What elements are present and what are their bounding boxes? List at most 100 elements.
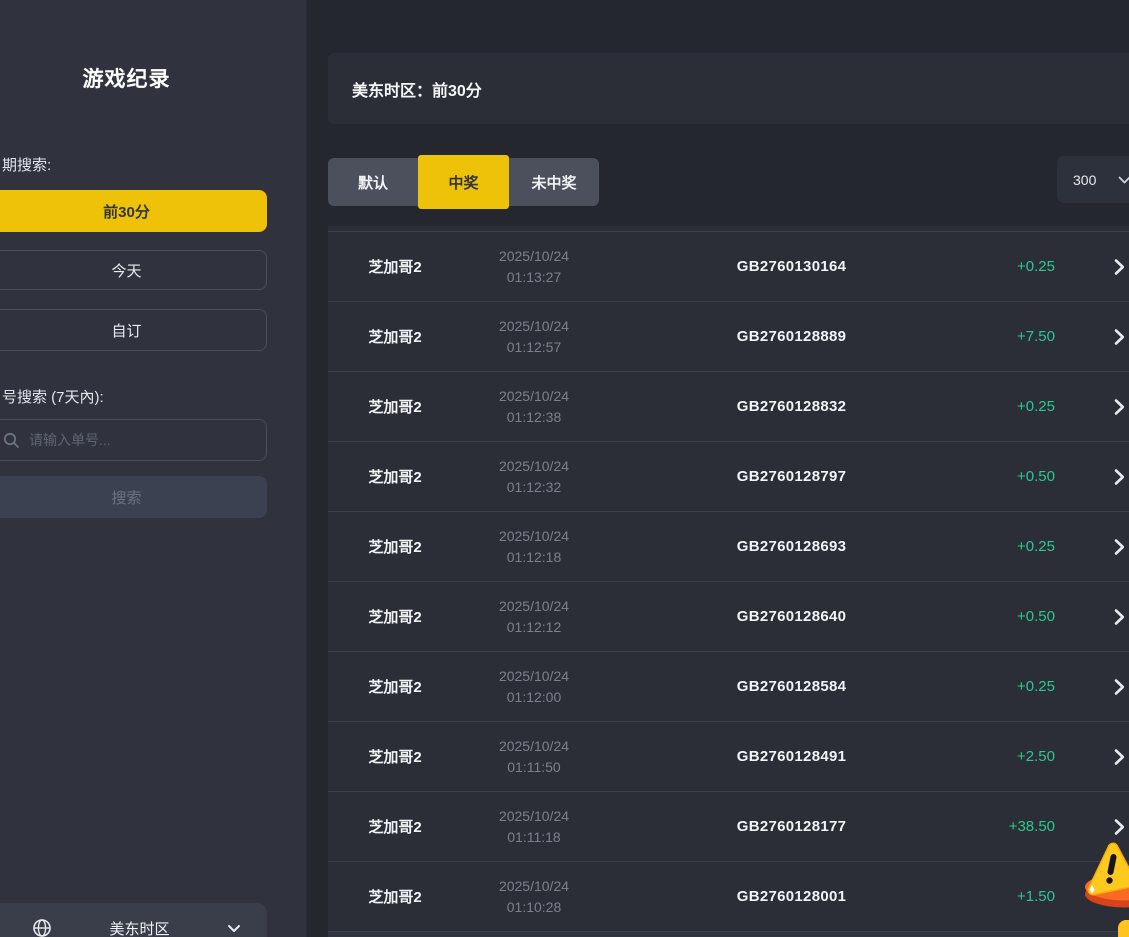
record-order-number: GB2760128177 xyxy=(736,818,847,835)
record-date: 2025/10/24 xyxy=(498,807,570,824)
record-row[interactable]: 芝加哥2 2025/10/24 01:12:38 GB2760128832 +0… xyxy=(328,371,1129,441)
record-datetime: 2025/10/24 01:12:12 xyxy=(462,596,606,638)
search-icon xyxy=(3,432,19,448)
record-row[interactable]: 芝加哥2 2025/10/24 01:13:27 GB2760130164 +0… xyxy=(328,231,1129,301)
record-datetime: 2025/10/24 01:10:28 xyxy=(462,876,606,918)
quick-range-last30min-button[interactable]: 前30分 xyxy=(0,190,267,232)
record-order-number: GB2760128491 xyxy=(736,748,847,765)
record-row[interactable]: 芝加哥2 2025/10/24 01:12:18 GB2760128693 +0… xyxy=(328,511,1129,581)
timezone-selector[interactable]: 美东时区 xyxy=(0,903,267,937)
chevron-right-icon xyxy=(1114,468,1125,485)
record-row[interactable]: 芝加哥2 2025/10/24 01:12:12 GB2760128640 +0… xyxy=(328,581,1129,651)
record-amount: +38.50 xyxy=(1008,818,1055,835)
record-order-number: GB2760128640 xyxy=(736,608,847,625)
record-row[interactable]: 芝加哥2 2025/10/24 01:11:18 GB2760128177 +3… xyxy=(328,791,1129,861)
record-amount: +0.25 xyxy=(1017,258,1055,275)
record-amount: +7.50 xyxy=(1017,328,1055,345)
page-title: 游戏纪录 xyxy=(82,68,171,91)
record-amount: +0.50 xyxy=(1017,608,1055,625)
record-game-name: 芝加哥2 xyxy=(368,469,422,486)
record-game-name: 芝加哥2 xyxy=(368,749,422,766)
chevron-right-icon xyxy=(1114,328,1125,345)
records-list: 芝加哥2 2025/10/24 01:13:27 GB2760130164 +0… xyxy=(328,231,1129,931)
record-expand xyxy=(1091,258,1129,276)
partial-row-top xyxy=(328,226,1129,231)
chevron-right-icon xyxy=(1114,538,1125,555)
record-row[interactable]: 芝加哥2 2025/10/24 01:12:57 GB2760128889 +7… xyxy=(328,301,1129,371)
record-date: 2025/10/24 xyxy=(498,667,570,684)
record-date: 2025/10/24 xyxy=(498,457,570,474)
record-game-name: 芝加哥2 xyxy=(368,679,422,696)
record-datetime: 2025/10/24 01:12:38 xyxy=(462,386,606,428)
record-game-name: 芝加哥2 xyxy=(368,259,422,276)
tab-won[interactable]: 中奖 xyxy=(418,155,509,209)
record-order-number: GB2760128584 xyxy=(736,678,847,695)
record-game-name: 芝加哥2 xyxy=(368,609,422,626)
record-date: 2025/10/24 xyxy=(498,597,570,614)
record-row[interactable]: 芝加哥2 2025/10/24 01:12:32 GB2760128797 +0… xyxy=(328,441,1129,511)
record-amount: +0.50 xyxy=(1017,468,1055,485)
quick-range-custom-button[interactable]: 自订 xyxy=(0,309,267,351)
record-expand xyxy=(1091,538,1129,556)
record-game-name: 芝加哥2 xyxy=(368,399,422,416)
record-amount: +0.25 xyxy=(1017,398,1055,415)
record-date: 2025/10/24 xyxy=(498,877,570,894)
chevron-right-icon xyxy=(1114,608,1125,625)
timezone-label: 美东时区 xyxy=(109,920,170,937)
record-datetime: 2025/10/24 01:11:18 xyxy=(462,806,606,848)
chevron-right-icon xyxy=(1114,678,1125,695)
record-expand xyxy=(1091,678,1129,696)
quick-range-today-button[interactable]: 今天 xyxy=(0,250,267,290)
partial-row-bottom xyxy=(328,931,1129,937)
record-amount: +0.25 xyxy=(1017,538,1055,555)
record-order-number: GB2760128693 xyxy=(736,538,847,555)
search-button[interactable]: 搜索 xyxy=(0,476,267,518)
chevron-down-icon xyxy=(1118,176,1129,183)
record-time: 01:12:12 xyxy=(506,618,562,635)
record-time: 01:12:32 xyxy=(506,478,562,495)
record-order-number: GB2760128797 xyxy=(736,468,847,485)
page-size-select[interactable]: 300 xyxy=(1057,156,1129,203)
record-datetime: 2025/10/24 01:12:00 xyxy=(462,666,606,708)
record-expand xyxy=(1091,328,1129,346)
tab-default[interactable]: 默认 xyxy=(328,158,418,206)
record-amount: +2.50 xyxy=(1017,748,1055,765)
globe-icon xyxy=(33,919,51,937)
record-date: 2025/10/24 xyxy=(498,527,570,544)
sidebar: 游戏纪录 期搜索: 前30分 今天 自订 号搜索 (7天內): 搜索 美东时区 xyxy=(0,0,307,937)
filter-tabs: 默认 中奖 未中奖 xyxy=(328,155,599,209)
record-time: 01:11:50 xyxy=(507,758,561,775)
chevron-right-icon xyxy=(1114,818,1125,835)
record-order-number: GB2760128889 xyxy=(736,328,847,345)
results-header-title: 美东时区：前30分 xyxy=(352,82,482,100)
record-amount: +1.50 xyxy=(1017,888,1055,905)
order-number-input[interactable] xyxy=(29,432,266,448)
records-list-container: 芝加哥2 2025/10/24 01:13:27 GB2760130164 +0… xyxy=(328,226,1129,937)
page-size-value: 300 xyxy=(1073,171,1097,188)
record-datetime: 2025/10/24 01:12:57 xyxy=(462,316,606,358)
record-expand xyxy=(1091,818,1129,836)
record-game-name: 芝加哥2 xyxy=(368,329,422,346)
record-time: 01:13:27 xyxy=(506,268,562,285)
record-game-name: 芝加哥2 xyxy=(368,889,422,906)
chevron-right-icon xyxy=(1114,748,1125,765)
record-time: 01:12:38 xyxy=(506,408,562,425)
record-date: 2025/10/24 xyxy=(498,387,570,404)
record-order-number: GB2760130164 xyxy=(736,258,847,275)
record-time: 01:10:28 xyxy=(506,898,562,915)
record-expand xyxy=(1091,468,1129,486)
record-game-name: 芝加哥2 xyxy=(368,539,422,556)
record-game-name: 芝加哥2 xyxy=(368,819,422,836)
record-row[interactable]: 芝加哥2 2025/10/24 01:12:00 GB2760128584 +0… xyxy=(328,651,1129,721)
record-time: 01:11:18 xyxy=(507,828,561,845)
record-row[interactable]: 芝加哥2 2025/10/24 01:10:28 GB2760128001 +1… xyxy=(328,861,1129,931)
record-datetime: 2025/10/24 01:12:18 xyxy=(462,526,606,568)
record-order-number: GB2760128001 xyxy=(736,888,847,905)
results-header: 美东时区：前30分 xyxy=(328,53,1129,124)
tab-not-won[interactable]: 未中奖 xyxy=(509,158,599,206)
record-date: 2025/10/24 xyxy=(498,247,570,264)
alert-mascot[interactable] xyxy=(1080,842,1129,937)
chevron-right-icon xyxy=(1114,258,1125,275)
record-row[interactable]: 芝加哥2 2025/10/24 01:11:50 GB2760128491 +2… xyxy=(328,721,1129,791)
